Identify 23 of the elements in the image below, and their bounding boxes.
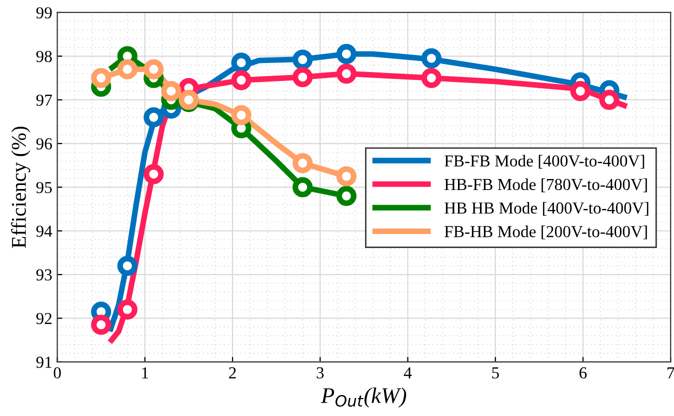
y-tick-label: 92	[36, 312, 52, 324]
y-tick-label: 94	[36, 226, 52, 237]
x-tick-label: 0	[54, 367, 61, 379]
legend-label: FB-HB Mode [200V-to-400V]	[444, 226, 647, 240]
x-tick-label: 4	[404, 367, 412, 378]
x-tick-label: 3	[316, 367, 324, 379]
x-tick-label: 7	[668, 367, 674, 378]
y-tick-label: 95	[36, 182, 52, 194]
legend-label: FB-FB Mode [400V-to-400V]	[444, 154, 644, 169]
y-tick-label: 93	[36, 269, 52, 281]
y-tick-label: 99	[36, 7, 52, 18]
x-tick-label: 1	[142, 367, 148, 378]
x-tick-label: 5	[492, 367, 499, 379]
y-axis-title: Efficiency (%)	[11, 126, 30, 248]
legend-label: HB HB Mode [400V-to-400V]	[444, 202, 648, 216]
y-tick-label: 91	[36, 356, 52, 368]
x-axis-title: P$_{Out}$(kW)	[320, 387, 406, 408]
x-tick-label: 6	[580, 367, 587, 379]
legend-label: HB-FB Mode [780V-to-400V]	[444, 178, 647, 192]
y-tick-label: 97	[36, 94, 52, 106]
y-tick-label: 98	[36, 50, 52, 62]
y-tick-label: 96	[36, 138, 52, 150]
x-tick-label: 2	[229, 367, 236, 378]
